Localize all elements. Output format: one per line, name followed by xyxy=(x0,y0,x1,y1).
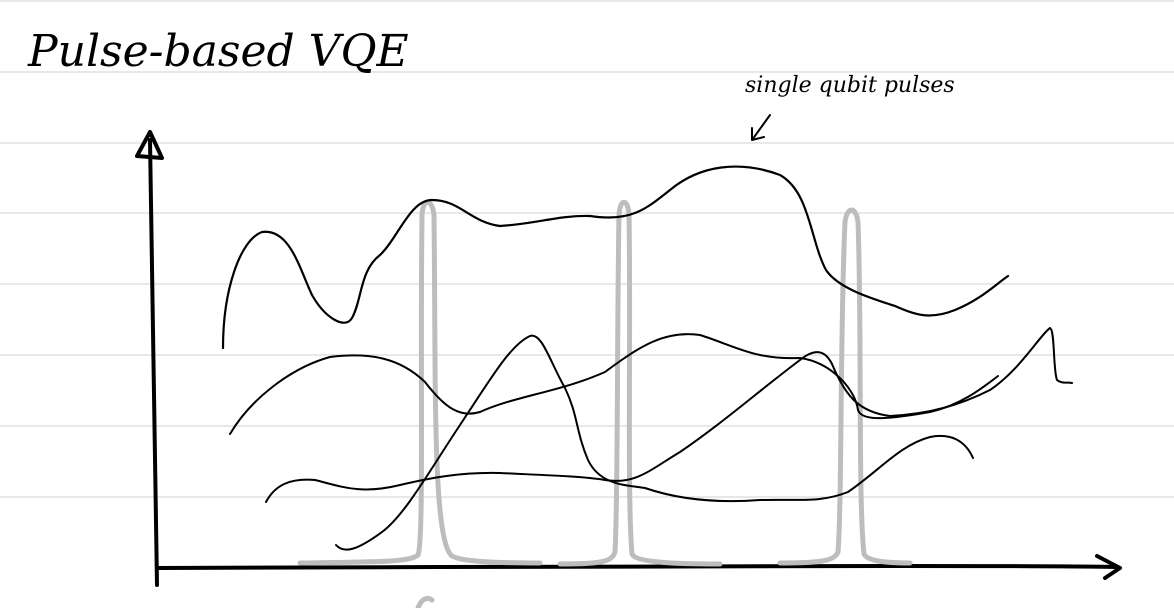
signals xyxy=(221,165,1073,551)
arrow-right-icon xyxy=(1095,554,1122,580)
y-axis xyxy=(148,138,159,587)
axes xyxy=(135,130,1122,587)
pulse-4-partial xyxy=(415,595,435,608)
pulses xyxy=(297,199,913,608)
annotation-text: single qubit pulses xyxy=(745,73,955,98)
signal-curve-top xyxy=(221,165,1010,350)
arrow-up-icon xyxy=(135,130,164,160)
arrow-down-left-icon xyxy=(751,114,771,141)
x-axis xyxy=(155,564,1117,570)
signal-curve-low xyxy=(265,327,1073,503)
page-title: Pulse-based VQE xyxy=(27,26,409,77)
ruled-lines xyxy=(0,0,1174,498)
pulse-3 xyxy=(777,207,913,566)
pulse-1 xyxy=(297,199,543,566)
signal-curve-middle xyxy=(229,333,999,435)
signal-curve-peaked xyxy=(335,334,974,551)
pulse-2 xyxy=(557,199,723,567)
